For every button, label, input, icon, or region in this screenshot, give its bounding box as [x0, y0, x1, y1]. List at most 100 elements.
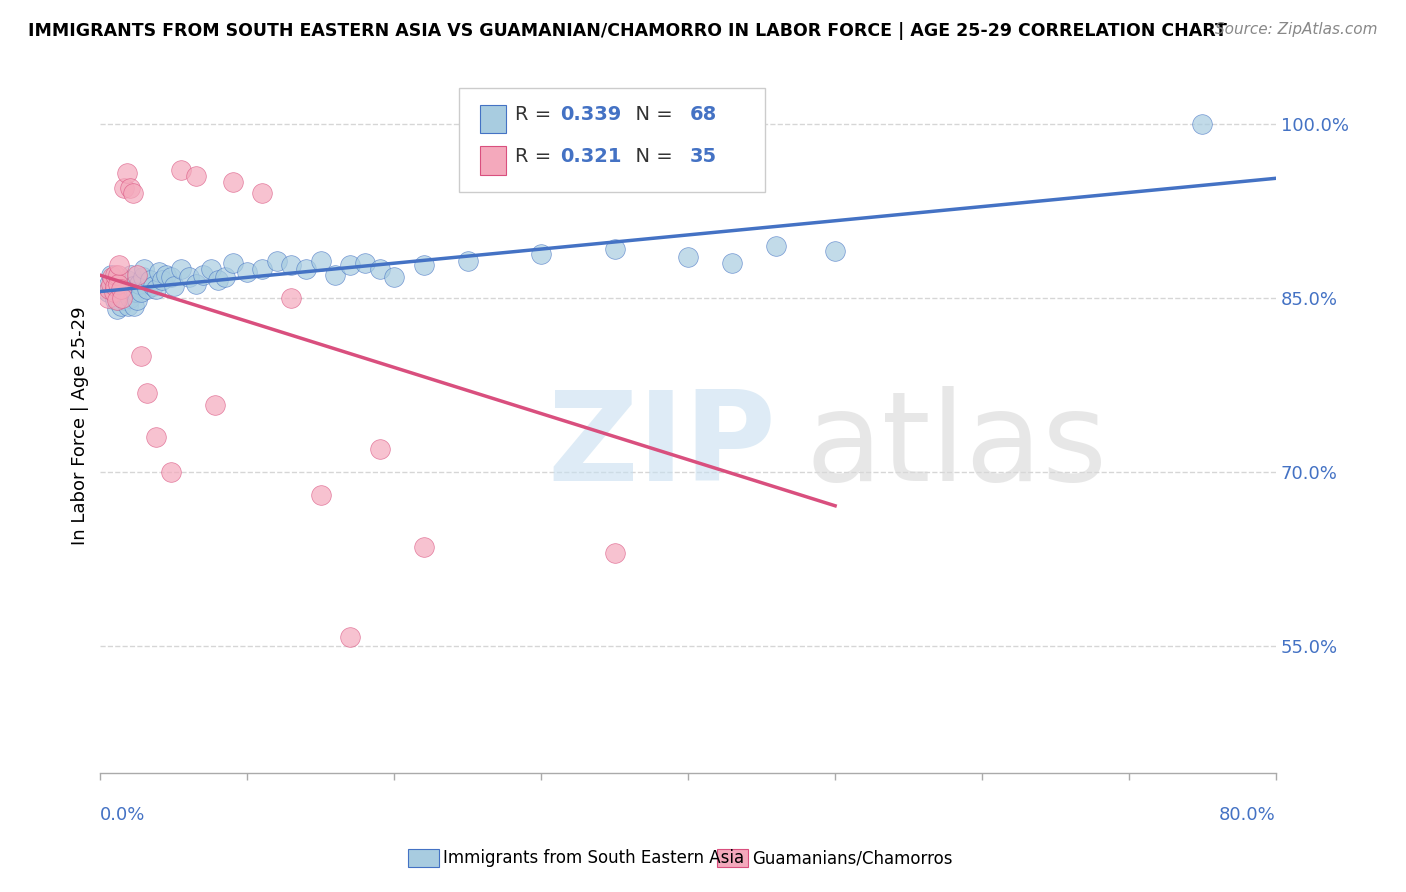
Point	[145, 281, 167, 295]
Point	[101, 269, 124, 284]
Point	[412, 258, 434, 272]
Point	[471, 152, 494, 166]
Point	[214, 269, 236, 284]
Point	[266, 253, 288, 268]
FancyBboxPatch shape	[479, 146, 506, 175]
Point	[339, 258, 361, 272]
Point	[131, 349, 153, 363]
Text: 35: 35	[689, 146, 717, 166]
Point	[136, 281, 159, 295]
Point	[280, 291, 302, 305]
Point	[107, 279, 129, 293]
Point	[184, 169, 207, 183]
Point	[150, 273, 173, 287]
Point	[160, 269, 183, 284]
Point	[765, 238, 787, 252]
Point	[131, 285, 153, 299]
Text: 0.321: 0.321	[560, 146, 621, 166]
Text: Source: ZipAtlas.com: Source: ZipAtlas.com	[1215, 22, 1378, 37]
Point	[114, 293, 136, 307]
Text: R =: R =	[516, 105, 558, 124]
Text: 68: 68	[689, 105, 717, 124]
Point	[136, 386, 159, 401]
Point	[145, 430, 167, 444]
Point	[108, 293, 131, 307]
Point	[250, 186, 273, 201]
Point	[339, 630, 361, 644]
Point	[132, 269, 155, 284]
Y-axis label: In Labor Force | Age 25-29: In Labor Force | Age 25-29	[72, 306, 89, 545]
Point	[120, 268, 142, 282]
Point	[97, 291, 120, 305]
Text: N =: N =	[623, 146, 679, 166]
Point	[204, 398, 226, 412]
Point	[115, 273, 138, 287]
Point	[295, 261, 318, 276]
Point	[110, 299, 132, 313]
Point	[111, 277, 134, 291]
Point	[309, 253, 332, 268]
FancyBboxPatch shape	[479, 104, 506, 133]
Point	[112, 285, 135, 299]
Point	[193, 268, 215, 282]
Point	[412, 540, 434, 554]
Point	[108, 285, 131, 299]
Point	[134, 261, 156, 276]
Point	[118, 291, 141, 305]
Point	[103, 285, 125, 299]
Point	[121, 285, 143, 299]
Point	[457, 253, 479, 268]
Point	[309, 488, 332, 502]
Point	[1191, 117, 1213, 131]
Point	[163, 279, 186, 293]
Point	[100, 268, 122, 282]
Point	[382, 269, 405, 284]
Text: Guamanians/Chamorros: Guamanians/Chamorros	[752, 849, 953, 867]
Point	[104, 268, 127, 282]
Text: 0.339: 0.339	[560, 105, 621, 124]
Point	[112, 180, 135, 194]
Point	[354, 256, 377, 270]
Point	[128, 277, 150, 291]
Point	[530, 153, 553, 168]
Point	[127, 268, 149, 282]
Point	[142, 279, 165, 293]
Point	[121, 279, 143, 293]
Point	[207, 273, 229, 287]
Text: ZIP: ZIP	[547, 386, 776, 507]
Point	[115, 165, 138, 179]
Point	[603, 242, 626, 256]
Point	[368, 442, 391, 456]
Point	[115, 281, 138, 295]
Point	[530, 246, 553, 260]
Point	[603, 546, 626, 560]
Point	[325, 268, 347, 282]
FancyBboxPatch shape	[458, 88, 765, 193]
Point	[148, 265, 170, 279]
Text: atlas: atlas	[806, 386, 1108, 507]
Point	[107, 277, 129, 291]
Point	[184, 277, 207, 291]
Point	[105, 293, 128, 307]
Point	[155, 268, 177, 282]
Point	[824, 244, 846, 259]
Point	[108, 258, 131, 272]
Point	[104, 273, 127, 287]
Point	[236, 265, 259, 279]
Point	[104, 293, 127, 307]
Point	[200, 261, 222, 276]
Text: N =: N =	[623, 105, 679, 124]
Text: 80.0%: 80.0%	[1219, 805, 1277, 824]
Point	[100, 277, 122, 291]
Point	[250, 261, 273, 276]
Point	[170, 261, 193, 276]
Point	[368, 261, 391, 276]
Point	[124, 285, 146, 299]
Point	[160, 465, 183, 479]
Text: IMMIGRANTS FROM SOUTH EASTERN ASIA VS GUAMANIAN/CHAMORRO IN LABOR FORCE | AGE 25: IMMIGRANTS FROM SOUTH EASTERN ASIA VS GU…	[28, 22, 1227, 40]
Text: R =: R =	[516, 146, 558, 166]
Point	[98, 277, 121, 291]
Point	[221, 175, 243, 189]
Point	[280, 258, 302, 272]
Point	[101, 283, 124, 297]
